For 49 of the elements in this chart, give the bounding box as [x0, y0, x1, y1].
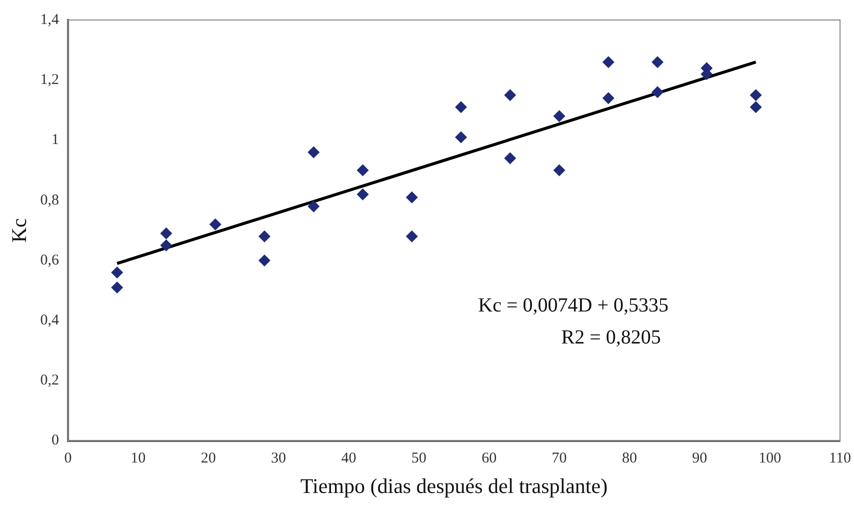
- y-axis-title: Kc: [7, 218, 32, 243]
- point: [602, 92, 614, 104]
- point: [209, 218, 222, 230]
- point: [750, 101, 762, 114]
- point: [652, 86, 664, 98]
- annotation: R2 = 0,8205: [561, 326, 661, 349]
- point: [258, 254, 270, 266]
- x-tick-label: 30: [271, 450, 286, 467]
- point: [258, 230, 270, 242]
- point: [160, 239, 172, 252]
- point: [308, 200, 320, 212]
- point: [553, 164, 566, 176]
- y-tick-label: 1,4: [40, 12, 60, 28]
- point: [750, 89, 762, 102]
- point: [111, 266, 124, 278]
- x-tick-label: 10: [130, 450, 146, 467]
- annotation: Kc = 0,0074D + 0,5335: [478, 294, 668, 317]
- point: [553, 110, 566, 122]
- x-tick-label: 100: [758, 450, 782, 467]
- x-tick-label: 80: [622, 450, 637, 467]
- point: [406, 191, 418, 204]
- point: [356, 188, 369, 200]
- y-tick-label: 0,6: [40, 252, 60, 268]
- y-tick-label: 0,2: [40, 372, 59, 389]
- x-tick-label: 40: [341, 450, 356, 467]
- y-tick-label: 0: [51, 432, 59, 449]
- y-tick-label: 1: [51, 132, 59, 148]
- x-tick-label: 90: [692, 450, 708, 467]
- x-tick-label: 0: [64, 450, 72, 467]
- point: [455, 101, 468, 114]
- point: [111, 282, 124, 294]
- x-tick-label: 50: [411, 450, 426, 467]
- point: [308, 146, 320, 158]
- x-axis-title: Tiempo (dias después del trasplante): [300, 474, 608, 498]
- point: [160, 227, 172, 240]
- point: [356, 164, 369, 176]
- x-tick-label: 70: [552, 450, 567, 467]
- point: [602, 56, 614, 68]
- point: [406, 230, 418, 242]
- x-tick-label: 60: [482, 450, 497, 467]
- y-tick-label: 0,8: [40, 192, 59, 208]
- x-tick-label: 20: [200, 450, 216, 467]
- x-tick-label: 110: [829, 450, 852, 467]
- point: [455, 131, 468, 144]
- point: [504, 152, 516, 164]
- y-tick-label: 0,4: [40, 312, 60, 329]
- point: [652, 56, 664, 68]
- y-tick-label: 1,2: [40, 72, 59, 88]
- point: [504, 89, 516, 102]
